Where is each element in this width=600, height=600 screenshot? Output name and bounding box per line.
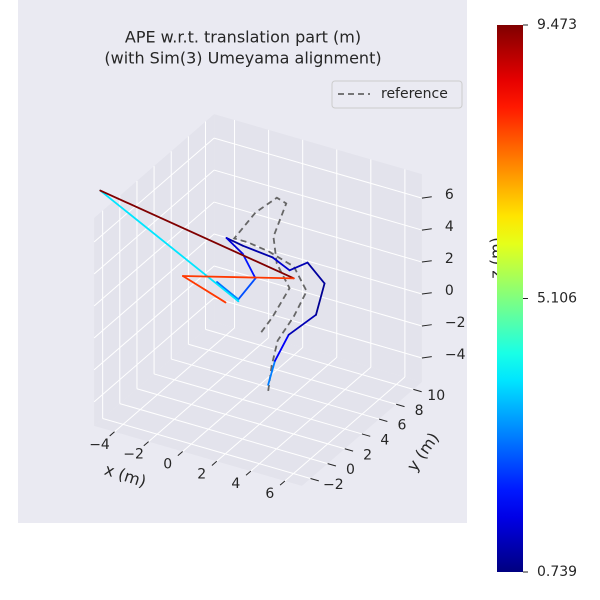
trajectory-segment (315, 282, 326, 316)
trajectory-segment (99, 189, 240, 303)
tick-mark (109, 431, 115, 437)
pane-back (214, 114, 422, 382)
trajectory-segment (99, 189, 295, 280)
colorbar-tick-label: 5.106 (537, 291, 577, 307)
grid-line (93, 137, 215, 243)
tick-mark (413, 388, 422, 393)
x-tick-label: 2 (197, 466, 206, 482)
trajectory-segment (271, 256, 291, 272)
legend-box (331, 80, 463, 109)
grid-line (213, 169, 423, 231)
tick-mark (279, 480, 286, 486)
tick-mark (344, 448, 354, 452)
grid-line (136, 388, 345, 450)
trajectory-segment (225, 237, 244, 247)
trajectory-segment (306, 261, 326, 285)
tick-mark (211, 460, 218, 466)
y-tick-label: 2 (363, 447, 372, 463)
tick-mark (421, 196, 432, 199)
trajectory-segment (288, 261, 309, 272)
z-tick-label: 4 (445, 219, 454, 235)
grid-line (205, 328, 414, 390)
tick-mark (327, 463, 337, 467)
trajectory-segment (267, 359, 276, 386)
chart-subtitle: (with Sim(3) Umeyama alignment) (104, 49, 381, 68)
grid-line (93, 169, 215, 275)
y-tick-label: 4 (380, 433, 389, 449)
grid-line (213, 137, 423, 199)
x-tick-label: 0 (163, 456, 172, 472)
tick-mark (143, 441, 149, 447)
z-tick-label: 0 (445, 283, 454, 299)
grid-line (93, 201, 215, 307)
trajectory-segment (237, 277, 257, 301)
colorbar-tick-label: 9.473 (537, 17, 577, 33)
tick-mark (421, 228, 432, 231)
z-tick-label: 2 (445, 251, 454, 267)
z-tick-label: −2 (445, 315, 466, 331)
colorbar-tick-label: 0.739 (537, 564, 577, 580)
grid-line (213, 297, 423, 359)
x-tick-label: 4 (231, 476, 240, 492)
grid-line (93, 233, 215, 339)
grid-line (102, 417, 311, 479)
x-tick-label: −2 (123, 447, 144, 463)
trajectory-segment (181, 275, 295, 280)
trajectory-segment (287, 313, 317, 336)
tick-mark (245, 470, 252, 476)
grid-line (171, 358, 380, 420)
y-tick-label: 10 (427, 388, 445, 404)
trajectory-segment (274, 333, 290, 362)
grid-line (188, 343, 397, 405)
grid-line (153, 373, 363, 435)
tick-mark (421, 324, 432, 327)
y-tick-label: 6 (397, 418, 406, 434)
tick-mark (361, 433, 371, 437)
grid-line (213, 201, 423, 263)
y-tick-label: 8 (415, 403, 424, 419)
trajectory-segment (241, 244, 274, 259)
trajectory-segment (225, 237, 244, 255)
tick-mark (421, 260, 432, 263)
z-tick-label: 6 (445, 187, 454, 203)
grid-line (213, 265, 423, 327)
tick-mark (421, 292, 432, 295)
y-tick-label: 0 (346, 462, 355, 478)
tick-mark (310, 477, 319, 482)
tick-mark (177, 451, 183, 456)
chart-title: APE w.r.t. translation part (m) (125, 28, 361, 47)
tick-mark (378, 418, 388, 422)
tick-mark (421, 356, 432, 359)
grid-line (93, 297, 215, 403)
grid-line (213, 233, 423, 295)
tick-mark (396, 403, 405, 408)
grid-line (119, 403, 328, 465)
colorbar (497, 25, 523, 572)
trajectory-segment (241, 252, 257, 280)
x-tick-label: 6 (265, 486, 274, 502)
y-tick-label: −2 (323, 477, 344, 493)
legend-label: reference (381, 86, 448, 102)
x-tick-label: −4 (89, 437, 110, 453)
trajectory-segment (181, 275, 227, 304)
z-tick-label: −4 (445, 347, 466, 363)
